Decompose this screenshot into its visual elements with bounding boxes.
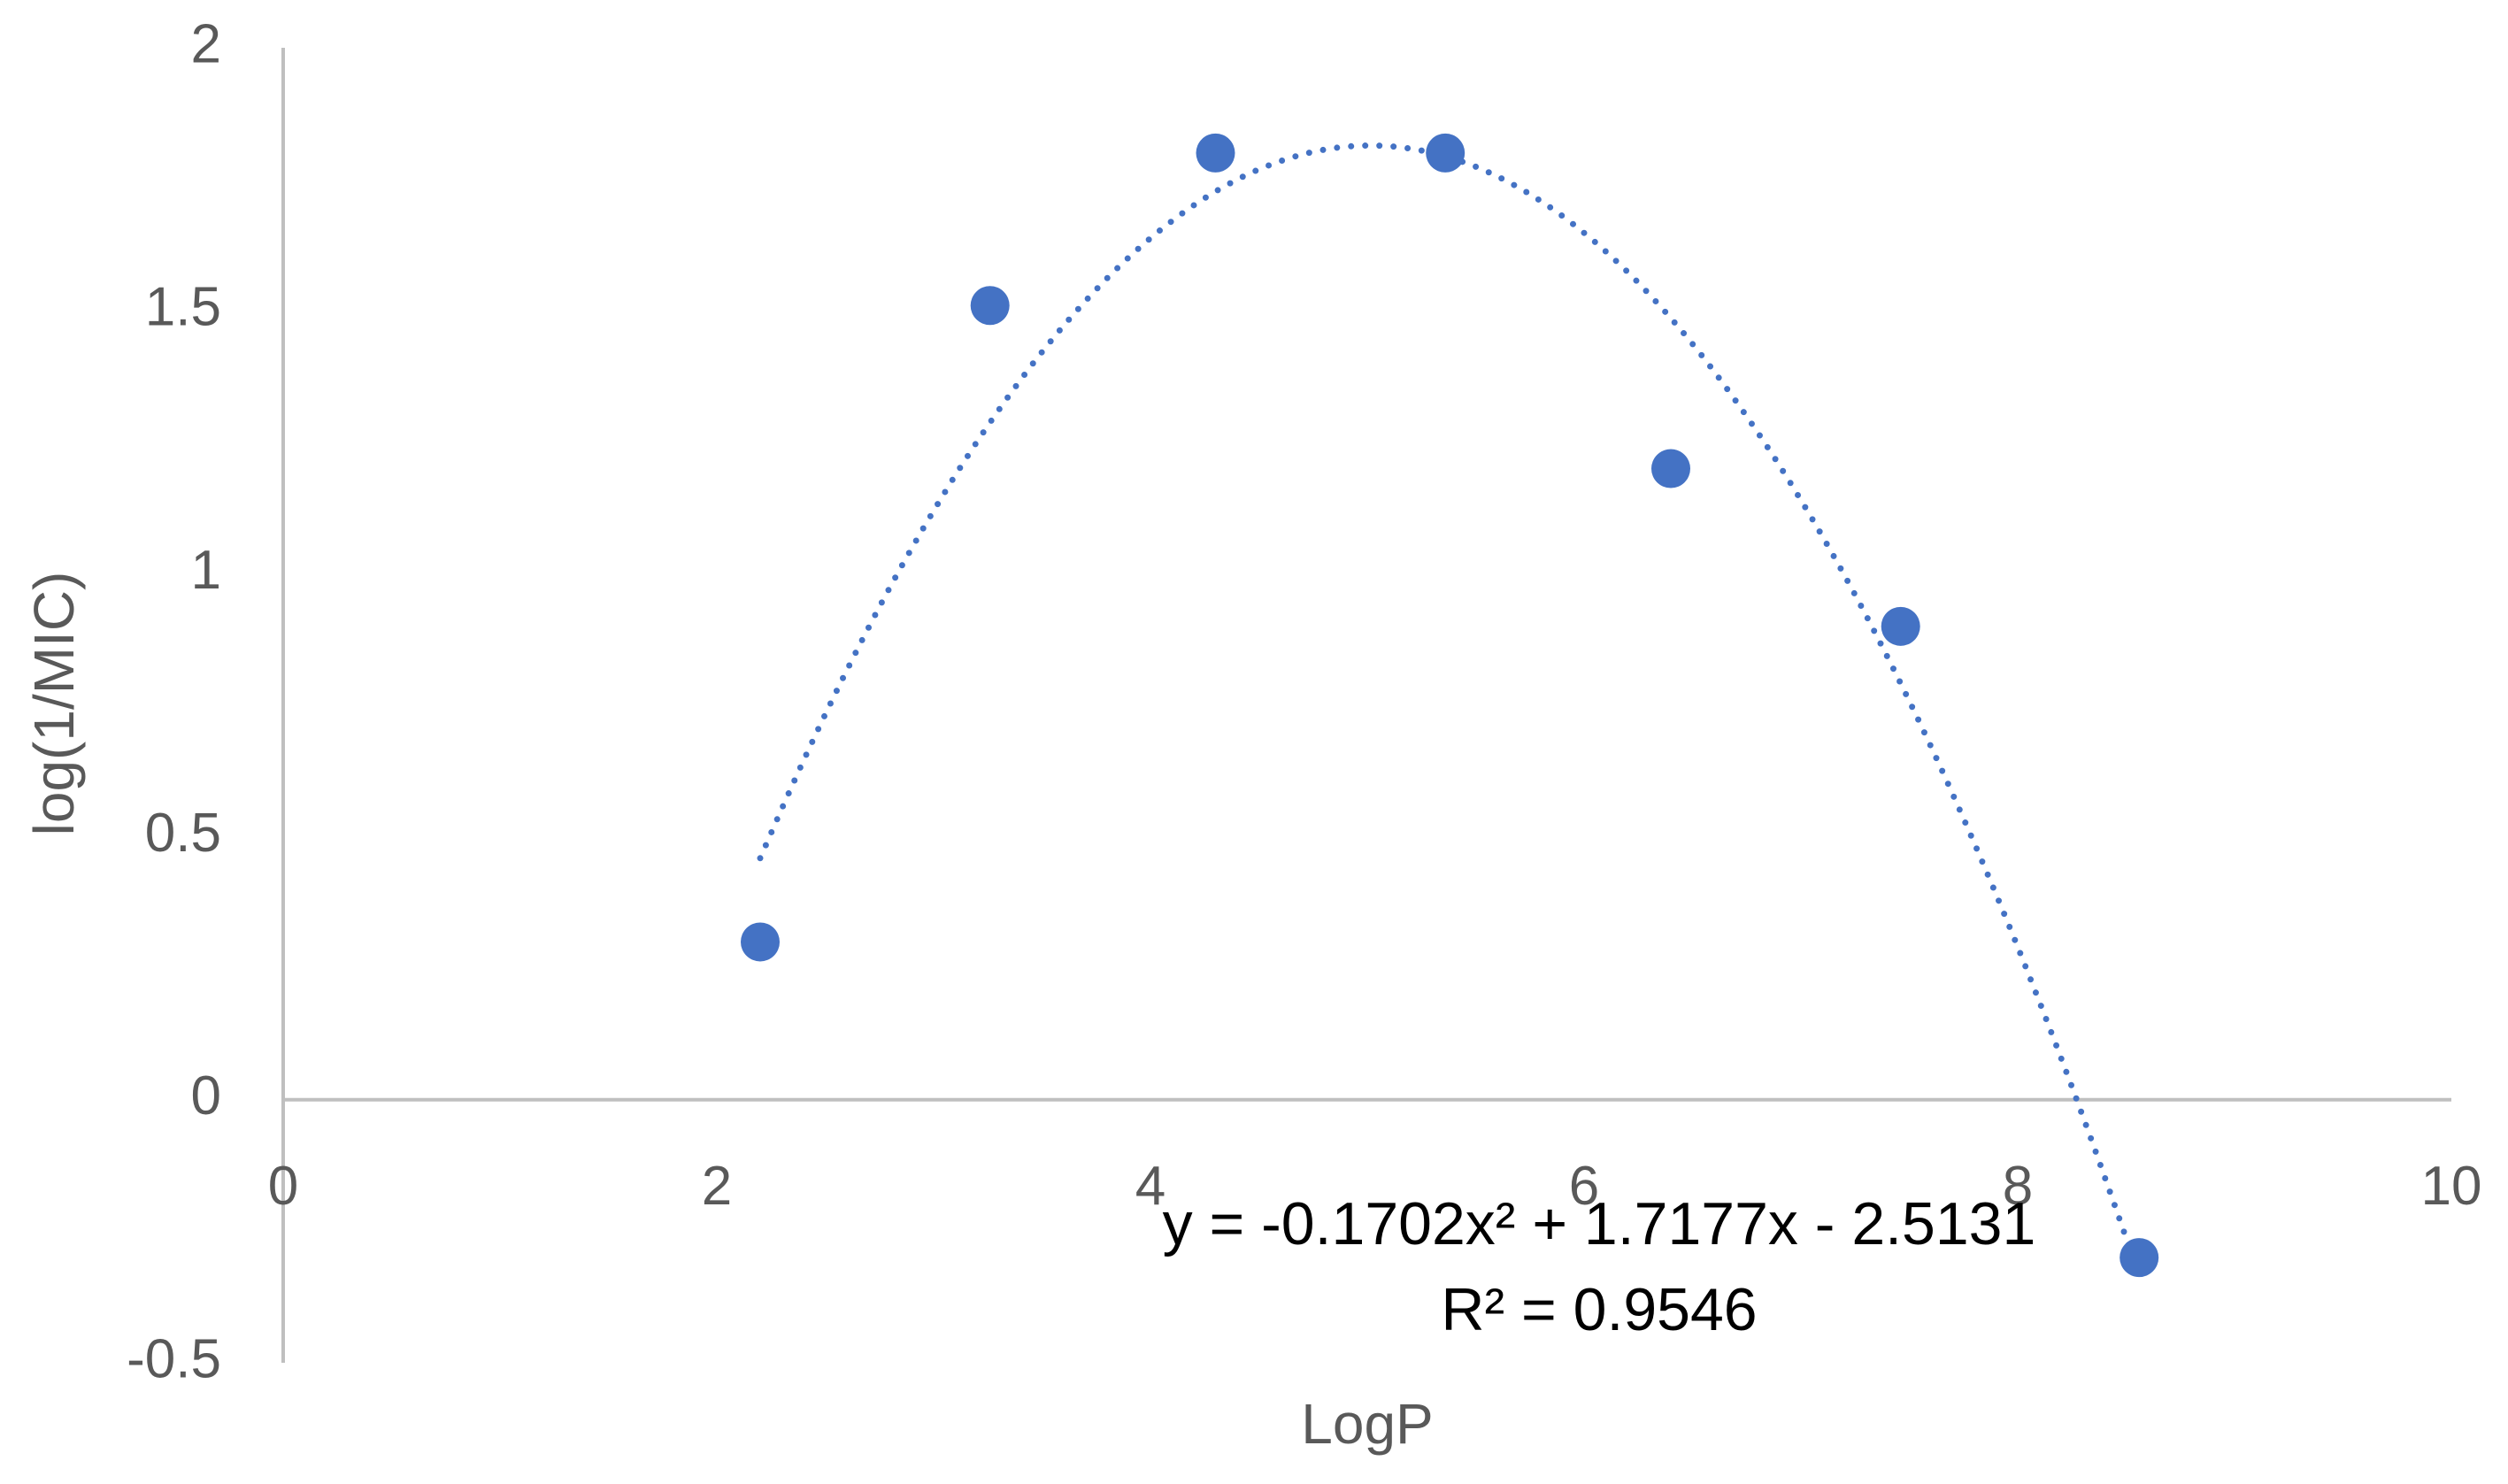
trendline-label: y = -0.1702x² + 1.7177x - 2.5131 xyxy=(1163,1190,2036,1257)
y-tick-label: 2 xyxy=(191,13,221,74)
data-point xyxy=(970,286,1010,326)
y-tick-label: 1.5 xyxy=(145,277,221,338)
x-tick-label: 8 xyxy=(2003,1156,2033,1217)
y-tick-label: 0 xyxy=(191,1065,221,1126)
trendline xyxy=(757,142,2143,1280)
x-tick-label: 10 xyxy=(2421,1156,2482,1217)
y-tick-label: 0.5 xyxy=(145,803,221,864)
x-tick-label: 2 xyxy=(702,1156,732,1217)
y-tick-label: -0.5 xyxy=(127,1328,221,1389)
data-point xyxy=(1881,606,1920,646)
y-tick-label: 1 xyxy=(191,540,221,601)
x-axis-title: LogP xyxy=(1301,1392,1433,1456)
x-tick-label: 0 xyxy=(268,1156,298,1217)
data-point xyxy=(1426,133,1466,173)
y-axis-title: log(1/MIC) xyxy=(22,572,86,836)
data-point xyxy=(1651,449,1690,488)
data-point xyxy=(1196,133,1235,173)
data-point xyxy=(741,922,780,962)
data-point xyxy=(2119,1238,2159,1278)
x-tick-label: 4 xyxy=(1135,1156,1166,1217)
trendline-label: R² = 0.9546 xyxy=(1441,1276,1757,1343)
x-tick-label: 6 xyxy=(1569,1156,1599,1217)
